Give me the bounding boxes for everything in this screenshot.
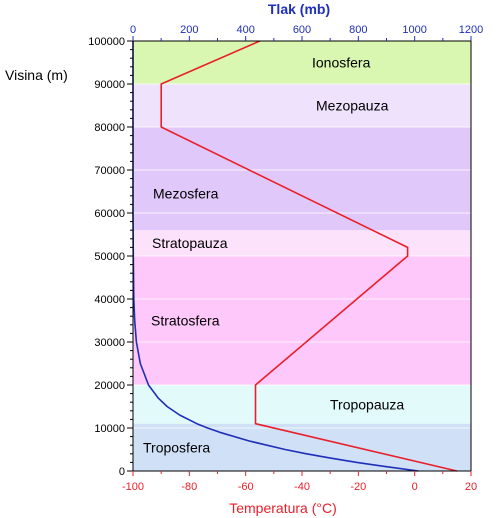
y-tick-label: 30000 (94, 337, 125, 349)
y-tick-label: 40000 (94, 294, 125, 306)
layer-label-stratosfera: Stratosfera (151, 313, 220, 329)
layer-band-stratopauza (133, 230, 471, 256)
pressure-line (132, 41, 419, 472)
layer-band-tropopauza (133, 385, 471, 424)
layer-label-troposfera: Troposfera (143, 439, 210, 455)
x-bottom-tick-label: -60 (238, 481, 254, 493)
y-tick-label: 20000 (94, 380, 125, 392)
y-axis-label: Visina (m) (5, 67, 68, 83)
x-axis-bottom-label: Temperatura (°C) (229, 500, 337, 516)
y-tick-label: 80000 (94, 122, 125, 134)
y-tick-label: 0 (119, 466, 125, 478)
layer-label-tropopauza: Tropopauza (330, 396, 404, 412)
y-tick-label: 90000 (94, 79, 125, 91)
y-tick-label: 100000 (88, 36, 125, 48)
y-tick-label: 50000 (94, 251, 125, 263)
x-top-tick-label: 1000 (402, 24, 426, 36)
x-bottom-tick-label: -80 (181, 481, 197, 493)
grid (133, 83, 471, 429)
layer-label-mezosfera: Mezosfera (153, 186, 219, 202)
layer-label-stratopauza: Stratopauza (152, 235, 228, 251)
layer-label-ionosfera: Ionosfera (312, 55, 371, 71)
x-bottom-tick-label: -40 (294, 481, 310, 493)
y-tick-label: 70000 (94, 165, 125, 177)
x-bottom-tick-label: -100 (122, 481, 144, 493)
layer-band-mezopauza (133, 84, 471, 127)
x-bottom-tick-label: -20 (350, 481, 366, 493)
x-top-tick-label: 600 (293, 24, 311, 36)
axes: 0100002000030000400005000060000700008000… (88, 24, 483, 493)
x-bottom-tick-label: 20 (465, 481, 477, 493)
y-tick-label: 10000 (94, 423, 125, 435)
layer-band-stratosfera (133, 256, 471, 385)
x-top-tick-label: 800 (349, 24, 367, 36)
x-top-tick-label: 0 (130, 24, 136, 36)
layer-label-mezopauza: Mezopauza (316, 98, 389, 114)
x-top-tick-label: 1200 (459, 24, 483, 36)
layer-band-mezosfera (133, 127, 471, 231)
layer-band-troposfera (133, 423, 471, 471)
temperature-line (160, 40, 458, 472)
x-axis-top-label: Tlak (mb) (268, 1, 330, 17)
data-series (132, 40, 458, 472)
x-top-tick-label: 400 (236, 24, 254, 36)
y-tick-label: 60000 (94, 208, 125, 220)
layer-band-ionosfera (133, 41, 471, 84)
x-bottom-tick-label: 0 (412, 481, 418, 493)
x-top-tick-label: 200 (180, 24, 198, 36)
